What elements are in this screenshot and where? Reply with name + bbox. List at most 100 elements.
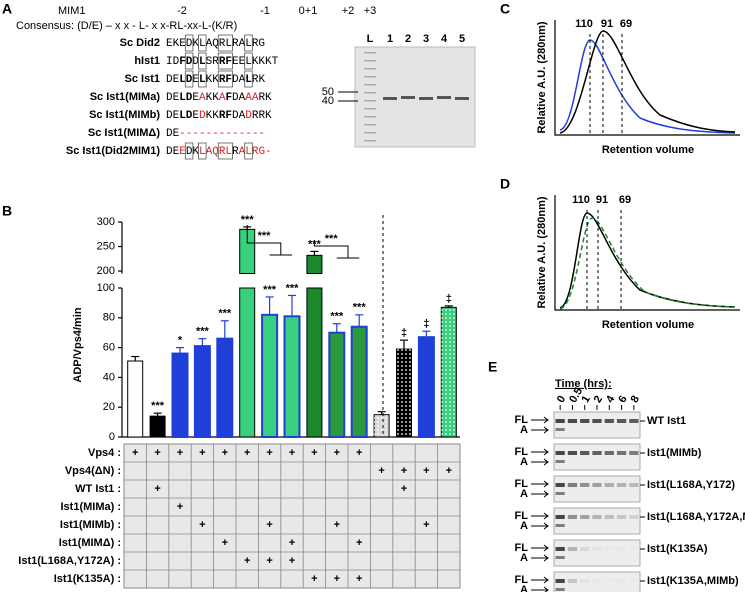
curve-green [559,217,736,310]
panel-label: C [500,1,510,17]
row-name: Sc Ist1 [125,73,160,85]
table-cell: + [154,483,160,495]
row-label: Ist1(K135A,MIMb) [647,575,739,587]
gel [553,443,641,471]
curve-blue [559,39,736,134]
significance: ‡ [423,318,429,330]
residue-segment: A [219,92,226,104]
band [629,451,639,455]
row-label: WT Ist1 [647,415,686,427]
gel [553,539,641,567]
table-row-label: Ist1(MIMb) : [60,519,121,531]
band [616,515,627,519]
band [567,451,578,455]
consensus: Consensus: (D/E) – x x - L- x x-RL-xx-L-… [16,20,237,32]
row-name: Sc Ist1(Did2MIM1) [66,145,160,157]
band [555,579,565,583]
bar-pattern [441,307,457,437]
residue-segment: D [192,56,199,68]
row-label: Ist1(L168A,Y172A,MIMb) [647,511,745,523]
band [580,451,590,455]
bracket-label: *** [325,233,339,245]
residue-segment: L [245,74,252,86]
time-label: 6 [616,394,629,405]
band [567,547,578,551]
position-label: +3 [364,5,377,17]
bar [283,315,301,438]
arrow [531,576,549,584]
table-cell: + [222,537,228,549]
band-label: FL [515,478,529,490]
time-label: 2 [592,394,605,405]
row-name: Sc Ist1(MIMΔ) [88,127,160,139]
bar [328,331,346,439]
motif-box [217,34,233,52]
table-cell: + [334,573,340,585]
y-tick-label: 60 [103,342,115,354]
table-cell: + [289,447,295,459]
arrow [531,586,549,592]
band [604,451,614,455]
arrow [531,544,549,552]
ladder-band [364,132,376,134]
residue-segment: DA [232,110,246,122]
x-axis-label: Retention volume [602,319,694,331]
band [567,419,578,423]
ladder-band [364,52,376,54]
band [616,419,627,423]
bar [350,325,368,438]
sequence: DELDEDKKRFDADRRK [166,110,272,122]
band [629,547,638,551]
band [580,515,590,519]
ladder-band [364,76,376,78]
ladder-band [364,124,376,126]
lane-label: L [367,33,374,45]
band-label: FL [515,574,529,586]
residue-segment: DE [166,74,180,86]
y-tick-label: 40 [103,371,115,383]
motif-box [198,34,207,52]
significance: *** [151,400,165,412]
lane-label: 3 [423,33,429,45]
table-cell: + [289,555,295,567]
mw-marker: 69 [619,194,631,206]
lane-label: 1 [387,33,393,45]
bar [417,336,435,439]
table-cell: + [177,501,183,513]
residue-segment: SR [206,56,220,68]
residue-segment: AA [245,92,259,104]
residue-segment: KK [206,110,220,122]
residue-segment: KK [206,74,220,86]
motif-box [184,52,194,70]
table-cell: + [311,573,317,585]
bar-pattern [374,414,390,437]
motif-box [217,70,233,88]
panel-label: B [2,203,12,219]
table-cell: + [222,447,228,459]
table-cell: + [289,537,295,549]
position-label: +2 [342,5,355,17]
table-cell: + [356,447,362,459]
band [592,547,602,551]
sequence: EKEDKLAQRLRALRG [166,38,265,50]
band [567,483,578,487]
lane-label: 4 [441,33,448,45]
band [592,483,602,487]
residue-segment: EKEDKLAQRLRALRG [166,38,265,50]
motif-box [244,52,253,70]
residue-segment: E [192,92,199,104]
residue-segment: LAQRL [199,146,232,158]
motif-box [184,142,194,160]
bar [193,345,211,438]
residue-segment: RF [219,110,232,122]
table-cell: + [423,519,429,531]
motif-box [244,70,253,88]
ladder-band [364,84,376,86]
band [567,579,578,583]
bar-pattern [396,349,412,437]
y-axis-label: ADP/Vps4/min [72,307,84,382]
arrow [531,522,549,530]
band [580,419,590,423]
table-cell: + [244,447,250,459]
band [555,556,565,559]
